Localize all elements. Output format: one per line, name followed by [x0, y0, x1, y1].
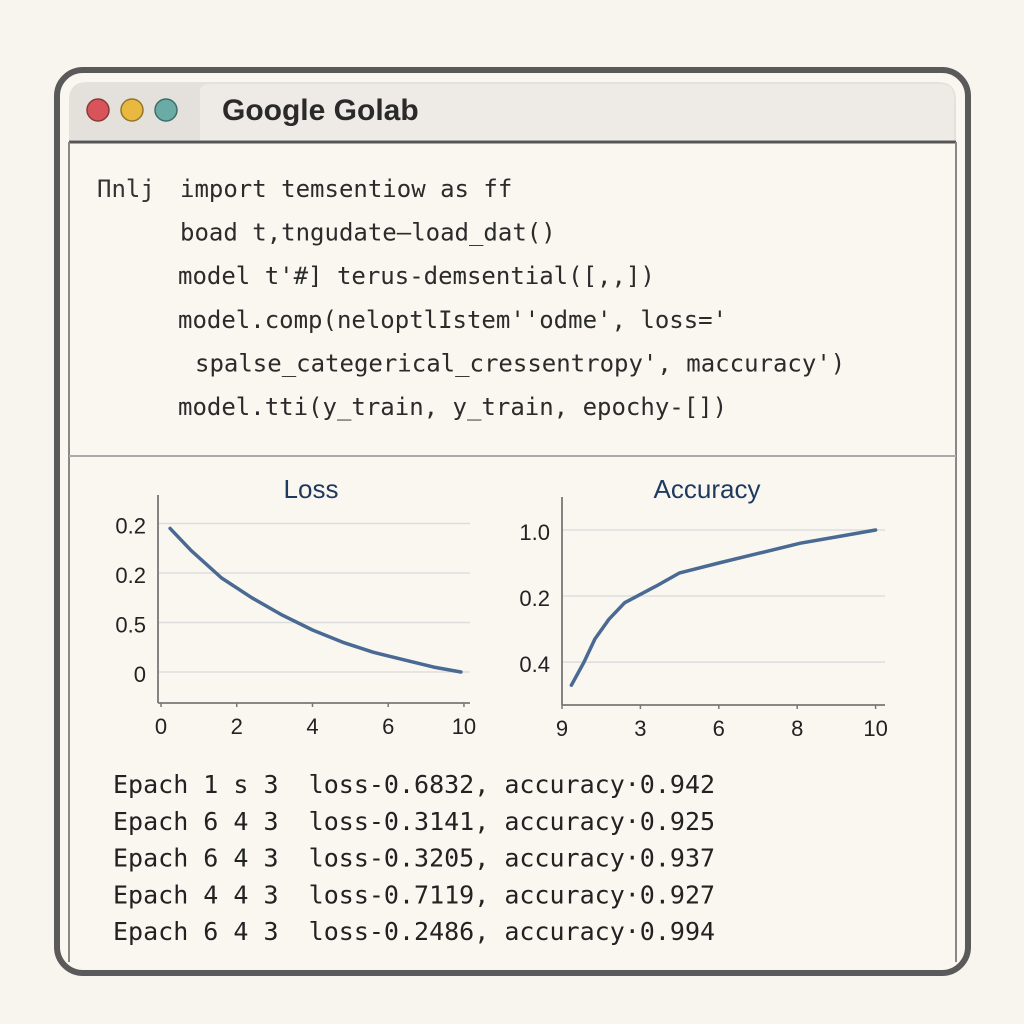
code-line: model.comp(neloptlIstem''odme', loss=' — [178, 306, 727, 334]
y-tick-label: 1.0 — [519, 520, 550, 545]
y-tick-label: 0.2 — [519, 586, 550, 611]
chart-title: Loss — [284, 474, 339, 504]
chart: Loss 0.2 0.2 0.5 0 0 2 4 6 10 — [115, 474, 476, 739]
x-tick-label: 10 — [863, 716, 887, 741]
x-tick-label: 8 — [791, 716, 803, 741]
x-tick-label: 6 — [713, 716, 725, 741]
y-tick-label: 0.2 — [115, 513, 146, 538]
window-frame — [54, 67, 971, 976]
output-log: Epach 1 s 3 loss-0.6832, accuracy·0.942 E… — [113, 770, 715, 946]
x-tick-label: 9 — [556, 716, 568, 741]
close-button[interactable] — [86, 98, 110, 122]
x-tick-label: 0 — [155, 714, 167, 739]
x-tick-label: 4 — [306, 714, 318, 739]
window-title: Google Golab — [222, 94, 419, 127]
code-cell: import temsentiow as ff boad t,tngudate—l… — [178, 175, 845, 421]
log-line: Epach 1 s 3 loss-0.6832, accuracy·0.942 — [113, 770, 715, 799]
data-line — [569, 528, 878, 687]
y-tick-label: 0.4 — [519, 652, 550, 677]
code-line: import temsentiow as ff — [180, 175, 512, 203]
y-tick-label: 0.2 — [115, 563, 146, 588]
code-line: spalse_categerical_cressentropy', maccur… — [195, 349, 845, 377]
y-tick-label: 0.5 — [115, 612, 146, 637]
log-line: Epach 6 4 3 loss-0.3205, accuracy·0.937 — [113, 844, 715, 873]
chart-title: Accuracy — [654, 474, 761, 504]
log-line: Epach 6 4 3 loss-0.3141, accuracy·0.925 — [113, 807, 715, 836]
x-tick-label: 3 — [634, 716, 646, 741]
x-tick-label: 10 — [452, 714, 476, 739]
maximize-button[interactable] — [154, 98, 178, 122]
y-tick-label: 0 — [134, 662, 146, 687]
data-line — [168, 526, 463, 674]
code-line: model t'#] terus-demsential([,,]) — [178, 262, 655, 290]
tab — [200, 84, 954, 140]
log-line: Epach 6 4 3 loss-0.2486, accuracy·0.994 — [113, 917, 715, 946]
log-line: Epach 4 4 3 loss-0.7119, accuracy·0.927 — [113, 880, 715, 909]
cell-prompt: Πnlj — [97, 175, 155, 203]
x-tick-label: 6 — [382, 714, 394, 739]
x-tick-label: 2 — [231, 714, 243, 739]
code-line: model.tti(y_train, y_train, epochy-[]) — [178, 393, 727, 421]
charts: Loss 0.2 0.2 0.5 0 0 2 4 6 10 Accuracy 1.0 0.2 0.4 9 3 6… — [115, 474, 887, 741]
minimize-button[interactable] — [120, 98, 144, 122]
code-line: boad t,tngudate—load_dat() — [180, 219, 556, 247]
chart: Accuracy 1.0 0.2 0.4 9 3 6 8 10 — [519, 474, 887, 741]
